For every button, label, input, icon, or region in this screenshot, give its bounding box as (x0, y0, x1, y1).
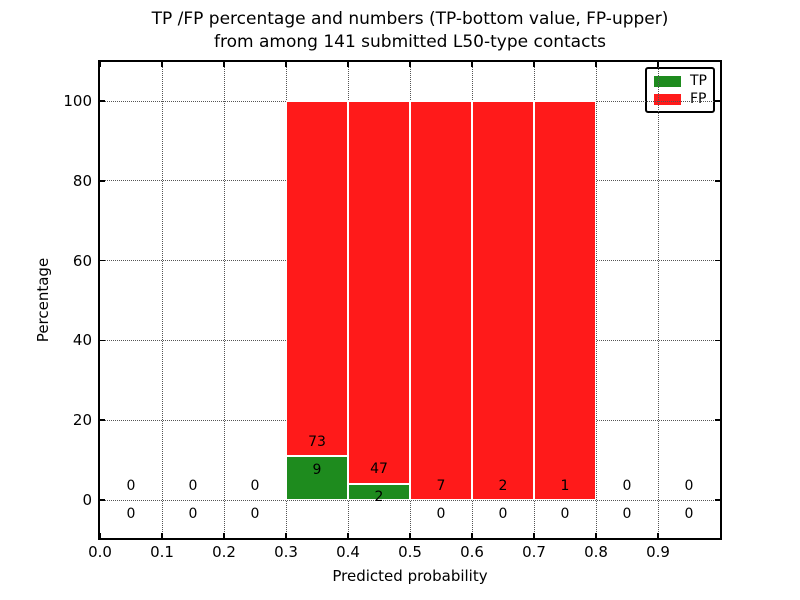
chart-title-line2: from among 141 submitted L50-type contac… (214, 32, 606, 52)
x-tick-label: 0.3 (274, 543, 298, 561)
x-tick-bottom (533, 533, 535, 538)
plot-area: TP FP 0 0 0 0 0 0 73 9 47 2 7 0 2 0 1 0 0 0 0 0 (99, 62, 720, 538)
x-tick-bottom (99, 533, 101, 538)
y-tick-label: 80 (72, 171, 92, 190)
y-axis-label: Percentage (34, 257, 52, 343)
x-tick-bottom (471, 533, 473, 538)
x-tick-bottom (161, 533, 163, 538)
y-tick-left (100, 180, 105, 182)
legend-entry-fp: FP (654, 91, 707, 107)
fp-count-label: 0 (622, 477, 632, 494)
x-gridline (161, 62, 163, 538)
tp-count-label: 0 (622, 505, 632, 522)
x-tick-top (595, 62, 597, 67)
x-gridline (595, 62, 597, 538)
chart-title-line1: TP /FP percentage and numbers (TP-bottom… (151, 9, 669, 29)
x-tick-top (347, 62, 349, 67)
x-tick-bottom (347, 533, 349, 538)
x-tick-top (285, 62, 287, 67)
fp-count-label: 0 (188, 477, 198, 494)
fp-bar (286, 101, 348, 457)
fp-bar (534, 101, 596, 500)
tp-count-label: 0 (188, 505, 198, 522)
x-tick-top (409, 62, 411, 67)
fp-bar (348, 101, 410, 484)
legend-swatch-tp (654, 75, 681, 87)
y-tick-label: 100 (63, 92, 92, 110)
y-tick-label: 20 (72, 411, 92, 430)
legend-entry-tp: TP (654, 73, 707, 89)
x-tick-label: 0.6 (460, 543, 484, 561)
legend-swatch-fp (654, 93, 681, 105)
x-tick-label: 0.9 (646, 543, 670, 561)
tp-count-label: 0 (498, 505, 508, 522)
y-tick-left (100, 419, 105, 421)
tp-bar (286, 456, 348, 500)
y-tick-right (715, 180, 720, 182)
x-tick-top (223, 62, 225, 67)
tp-count-label: 0 (560, 505, 570, 522)
fp-count-label: 0 (250, 477, 260, 494)
x-tick-label: 0.8 (584, 543, 608, 561)
fp-count-label: 0 (126, 477, 136, 494)
x-tick-label: 0.7 (522, 543, 546, 561)
y-tick-right (715, 339, 720, 342)
fp-bar (472, 101, 534, 500)
fp-count-label: 47 (370, 461, 388, 478)
plot-border (98, 60, 722, 540)
chart-title: TP /FP percentage and numbers (TP-bottom… (20, 8, 800, 54)
y-tick-label: 60 (72, 251, 92, 270)
x-gridline (223, 62, 225, 538)
x-tick-top (161, 62, 163, 67)
legend-label-fp: FP (690, 91, 707, 107)
x-tick-label: 0.5 (398, 543, 422, 561)
y-tick-left (100, 499, 105, 501)
tp-count-label: 2 (374, 489, 384, 506)
x-tick-top (99, 62, 101, 67)
x-tick-bottom (595, 533, 597, 538)
x-tick-top (533, 62, 535, 67)
tp-count-label: 9 (312, 461, 322, 478)
tp-count-label: 0 (436, 505, 446, 522)
y-tick-right (715, 100, 720, 102)
y-gridline (100, 499, 720, 501)
x-tick-bottom (285, 533, 287, 538)
y-tick-label: 0 (82, 491, 92, 509)
tp-bar (348, 483, 410, 500)
x-tick-bottom (657, 533, 659, 538)
x-tick-top (657, 62, 659, 67)
y-tick-left (100, 339, 105, 342)
fp-bar (410, 101, 472, 500)
tp-count-label: 0 (250, 505, 260, 522)
x-tick-label: 0.2 (212, 543, 236, 561)
y-tick-right (715, 259, 720, 262)
x-tick-label: 0.1 (150, 543, 174, 561)
x-tick-bottom (223, 533, 225, 538)
legend-label-tp: TP (690, 73, 707, 89)
x-axis-label: Predicted probability (332, 567, 488, 585)
x-tick-label: 0.4 (336, 543, 360, 561)
tp-count-label: 0 (684, 505, 694, 522)
y-tick-left (100, 100, 105, 102)
y-tick-right (715, 419, 720, 421)
y-tick-right (715, 499, 720, 501)
x-tick-top (471, 62, 473, 67)
fp-count-label: 73 (308, 433, 326, 450)
fp-count-label: 1 (560, 477, 570, 494)
x-tick-bottom (409, 533, 411, 538)
fp-count-label: 0 (684, 477, 694, 494)
legend: TP FP (645, 67, 715, 113)
y-tick-label: 40 (72, 331, 92, 350)
x-tick-label: 0.0 (88, 543, 112, 561)
tp-count-label: 0 (126, 505, 136, 522)
fp-count-label: 2 (498, 477, 508, 494)
y-tick-left (100, 259, 105, 262)
fp-count-label: 7 (436, 477, 446, 494)
x-gridline (657, 62, 659, 538)
